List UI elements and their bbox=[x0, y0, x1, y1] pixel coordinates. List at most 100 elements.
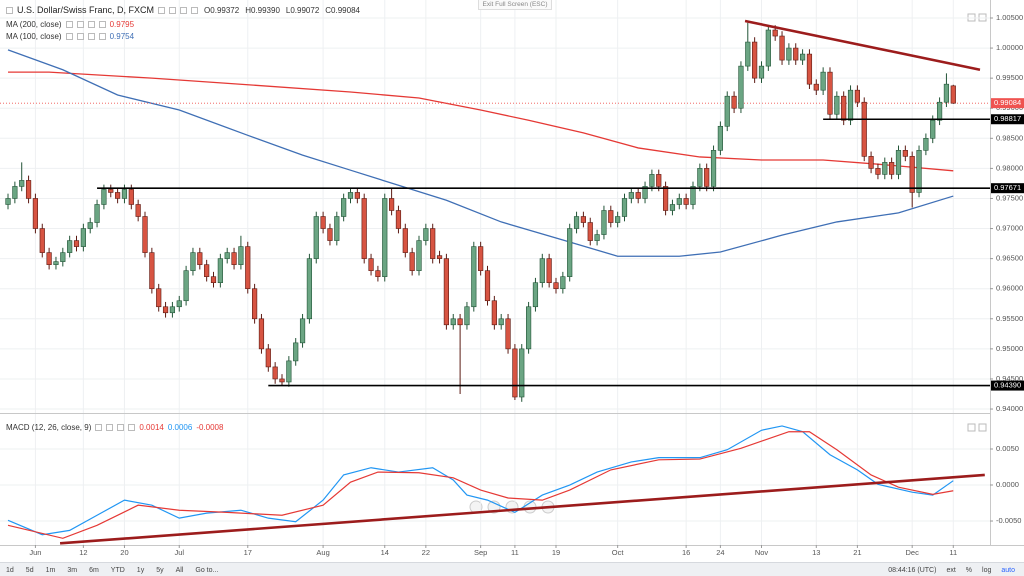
range-button[interactable]: 1m bbox=[45, 566, 56, 574]
candle-body bbox=[272, 366, 278, 380]
candle-body bbox=[930, 119, 936, 139]
candle-body bbox=[121, 189, 128, 199]
y-tick-label: 0.95000 bbox=[996, 344, 1023, 353]
x-tick-label: Nov bbox=[755, 548, 769, 557]
candle-body bbox=[895, 150, 902, 175]
candle-body bbox=[943, 83, 950, 103]
range-button[interactable]: YTD bbox=[110, 566, 125, 574]
candle-body bbox=[443, 258, 450, 326]
candle-body bbox=[710, 150, 717, 187]
candle-body bbox=[841, 95, 847, 121]
candle-body bbox=[416, 240, 422, 271]
pane-button[interactable] bbox=[967, 423, 976, 432]
candle-body bbox=[697, 168, 703, 187]
candle-body bbox=[649, 174, 655, 187]
symbol-icon[interactable] bbox=[6, 6, 13, 14]
exit-full-screen[interactable]: Exit Full Screen (ESC) bbox=[478, 0, 552, 10]
candle-body bbox=[772, 29, 778, 37]
candle-body bbox=[827, 71, 833, 115]
range-button[interactable]: 3m bbox=[67, 566, 78, 574]
x-tick-label: 20 bbox=[120, 548, 128, 557]
candle-body bbox=[156, 288, 162, 308]
price-tag bbox=[991, 98, 1024, 109]
candle-body bbox=[806, 53, 813, 85]
candle-body bbox=[669, 204, 676, 211]
trend-line bbox=[59, 473, 985, 545]
indicator-legend: MACD (12, 26, close, 9) 0.0014 0.0006 -0.0… bbox=[6, 423, 223, 432]
x-tick-label: Dec bbox=[906, 548, 920, 557]
range-button[interactable]: 1y bbox=[136, 566, 145, 574]
x-tick-label: 11 bbox=[949, 548, 957, 557]
candle-body bbox=[498, 318, 504, 326]
scale-option[interactable]: auto bbox=[1001, 566, 1015, 574]
ohlc-key: O bbox=[204, 5, 211, 15]
candle-body bbox=[704, 168, 710, 187]
header-button[interactable] bbox=[87, 33, 95, 40]
scale-option[interactable]: % bbox=[965, 566, 973, 574]
candle-body bbox=[149, 252, 155, 290]
clock: 08:44:16 (UTC) bbox=[888, 566, 937, 574]
header-button[interactable] bbox=[191, 6, 199, 14]
candle-body bbox=[950, 85, 956, 104]
candle-body bbox=[594, 234, 600, 241]
ohlc-value: 0.99372 bbox=[210, 5, 240, 15]
candle-body bbox=[25, 180, 32, 199]
range-button[interactable]: 5d bbox=[25, 566, 34, 574]
x-tick-label: 12 bbox=[79, 548, 87, 557]
pane-button[interactable] bbox=[978, 423, 987, 432]
y-tick-label: 0.95500 bbox=[996, 314, 1023, 323]
header-button[interactable] bbox=[98, 21, 106, 28]
candle-body bbox=[162, 306, 169, 314]
candle-body bbox=[320, 216, 326, 229]
candle-body bbox=[238, 246, 244, 265]
candle-body bbox=[889, 162, 895, 175]
scale-option[interactable]: ext bbox=[946, 566, 956, 574]
header-button[interactable] bbox=[128, 424, 136, 431]
range-button[interactable]: 6m bbox=[89, 566, 99, 574]
candle-body bbox=[923, 138, 929, 151]
candle-body bbox=[745, 41, 751, 67]
candle-body bbox=[539, 258, 545, 283]
candle-body bbox=[5, 198, 11, 205]
scale-option[interactable]: log bbox=[982, 566, 992, 574]
header-button[interactable] bbox=[106, 424, 114, 431]
range-button[interactable]: All bbox=[175, 566, 184, 574]
header-button[interactable] bbox=[65, 21, 73, 28]
candle-body bbox=[80, 228, 86, 247]
header-button[interactable] bbox=[65, 33, 73, 40]
candle-body bbox=[813, 83, 819, 91]
range-button[interactable]: 5y bbox=[156, 566, 164, 574]
header-button[interactable] bbox=[169, 6, 177, 14]
x-tick-label: 14 bbox=[381, 548, 389, 557]
ohlc-key: C bbox=[325, 5, 332, 15]
candle-body bbox=[334, 216, 340, 241]
candle-body bbox=[12, 186, 18, 199]
header-button[interactable] bbox=[180, 6, 188, 14]
candle-body bbox=[39, 228, 45, 253]
header-button[interactable] bbox=[95, 424, 103, 431]
candle-body bbox=[361, 198, 367, 259]
candle-body bbox=[580, 216, 586, 223]
candle-body bbox=[765, 29, 771, 67]
symbol-header: U.S. Dollar/Swiss Franc, D, FXCM O 0.9937… bbox=[6, 5, 360, 15]
candle-body bbox=[793, 47, 799, 61]
header-button[interactable] bbox=[117, 424, 125, 431]
header-button[interactable] bbox=[87, 21, 95, 28]
legend-value: 0.0006 bbox=[167, 423, 193, 432]
header-button[interactable] bbox=[76, 21, 84, 28]
chart: 1.005001.000000.995000.990000.985000.980… bbox=[0, 0, 1024, 557]
header-button[interactable] bbox=[76, 33, 84, 40]
header-button[interactable] bbox=[158, 6, 166, 14]
candle-body bbox=[293, 342, 299, 362]
candle-body bbox=[868, 156, 874, 169]
candle-body bbox=[19, 180, 25, 187]
x-tick-label: 17 bbox=[244, 548, 252, 557]
x-tick-label: 13 bbox=[812, 548, 820, 557]
range-button[interactable]: 1d bbox=[6, 566, 14, 574]
legend-value: 0.9795 bbox=[109, 20, 135, 29]
header-button[interactable] bbox=[98, 33, 106, 40]
range-button[interactable]: Go to... bbox=[195, 566, 219, 574]
candle-body bbox=[820, 71, 826, 91]
toolbar-right: 08:44:16 (UTC) ext% log auto bbox=[883, 563, 1020, 576]
